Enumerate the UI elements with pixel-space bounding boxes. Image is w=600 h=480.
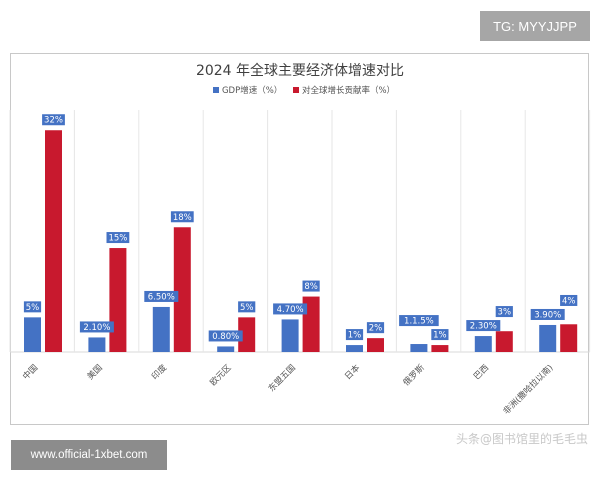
gdp-data-label: 0.80% [212,332,239,342]
data-label-bg [23,301,42,313]
category-label: 巴西 [472,363,491,382]
contribution-data-label: 3% [498,308,512,318]
watermark-tag: TG: MYYJJPP [480,11,590,41]
contribution-data-label: 15% [108,234,127,244]
gdp-data-label: 2.10% [83,323,110,333]
category-label: 欧元区 [208,362,234,388]
legend-swatch-contribution [292,87,299,93]
data-label-bg [238,301,256,313]
data-label-bg [79,321,114,333]
contribution-bar [45,130,62,352]
data-label-bg [345,329,364,341]
contribution-bar [367,338,384,352]
data-label-bg [560,294,578,306]
data-label-bg [144,290,179,302]
data-label-bg [466,320,501,332]
gdp-data-label: 4.70% [277,305,304,315]
legend: GDP增速（%） 对全球增长贡献率（%） [0,84,600,96]
category-label: 日本 [343,362,363,382]
contribution-data-label: 5% [240,303,254,313]
gdp-data-label: 1% [348,331,362,341]
contribution-data-label: 8% [304,282,318,292]
data-label-bg [399,315,439,327]
legend-label-gdp: GDP增速（%） [221,86,283,96]
gdp-data-label: 6.50% [148,292,175,302]
gdp-bar [539,324,557,352]
contribution-bar [109,248,127,352]
gdp-bar [410,344,428,352]
contribution-bar [495,331,513,352]
category-label: 印度 [149,362,169,382]
data-label-bg [106,232,130,244]
gdp-bar [281,319,299,352]
contribution-data-label: 4% [562,296,576,306]
contribution-data-label: 2% [369,324,383,334]
data-label-bg [431,329,449,341]
gdp-data-label: 5% [26,303,40,313]
data-label-bg [170,211,194,223]
data-label-bg [273,303,308,315]
category-label: 东盟五国 [266,362,298,394]
legend-label-contribution: 对全球增长贡献率（%） [301,86,396,96]
data-label-bg [366,322,385,334]
contribution-bar [173,227,191,352]
data-label-bg [42,114,65,126]
data-label-bg [495,306,513,318]
gdp-data-label: 3.90% [534,310,561,320]
legend-swatch-gdp [212,87,219,93]
contribution-bar [560,324,578,352]
contribution-bar [238,317,256,352]
data-label-bg [208,330,243,342]
gdp-bar [88,337,106,352]
site-label: www.official-1xbet.com [11,440,167,470]
gdp-bar [346,345,363,352]
gdp-bar [474,336,492,352]
gdp-bar [152,306,170,352]
chart-title: 2024 年全球主要经济体增速对比 [195,63,405,79]
contribution-data-label: 1% [433,331,447,341]
category-label: 俄罗斯 [401,362,427,388]
category-label: 非洲(撒哈拉以南) [501,362,556,417]
data-label-bg [302,280,320,292]
contribution-data-label: 18% [173,213,192,223]
category-label: 中国 [21,362,41,382]
contribution-bar [431,345,449,352]
gdp-data-label: 1.1.5% [404,317,434,327]
category-label: 美国 [85,362,105,382]
contribution-data-label: 32% [44,116,63,126]
source-watermark: 头条@图书馆里的毛毛虫 [455,432,588,446]
gdp-bar [217,346,235,352]
gdp-bar [24,317,41,352]
data-label-bg [530,308,565,320]
gdp-data-label: 2.30% [470,322,497,332]
